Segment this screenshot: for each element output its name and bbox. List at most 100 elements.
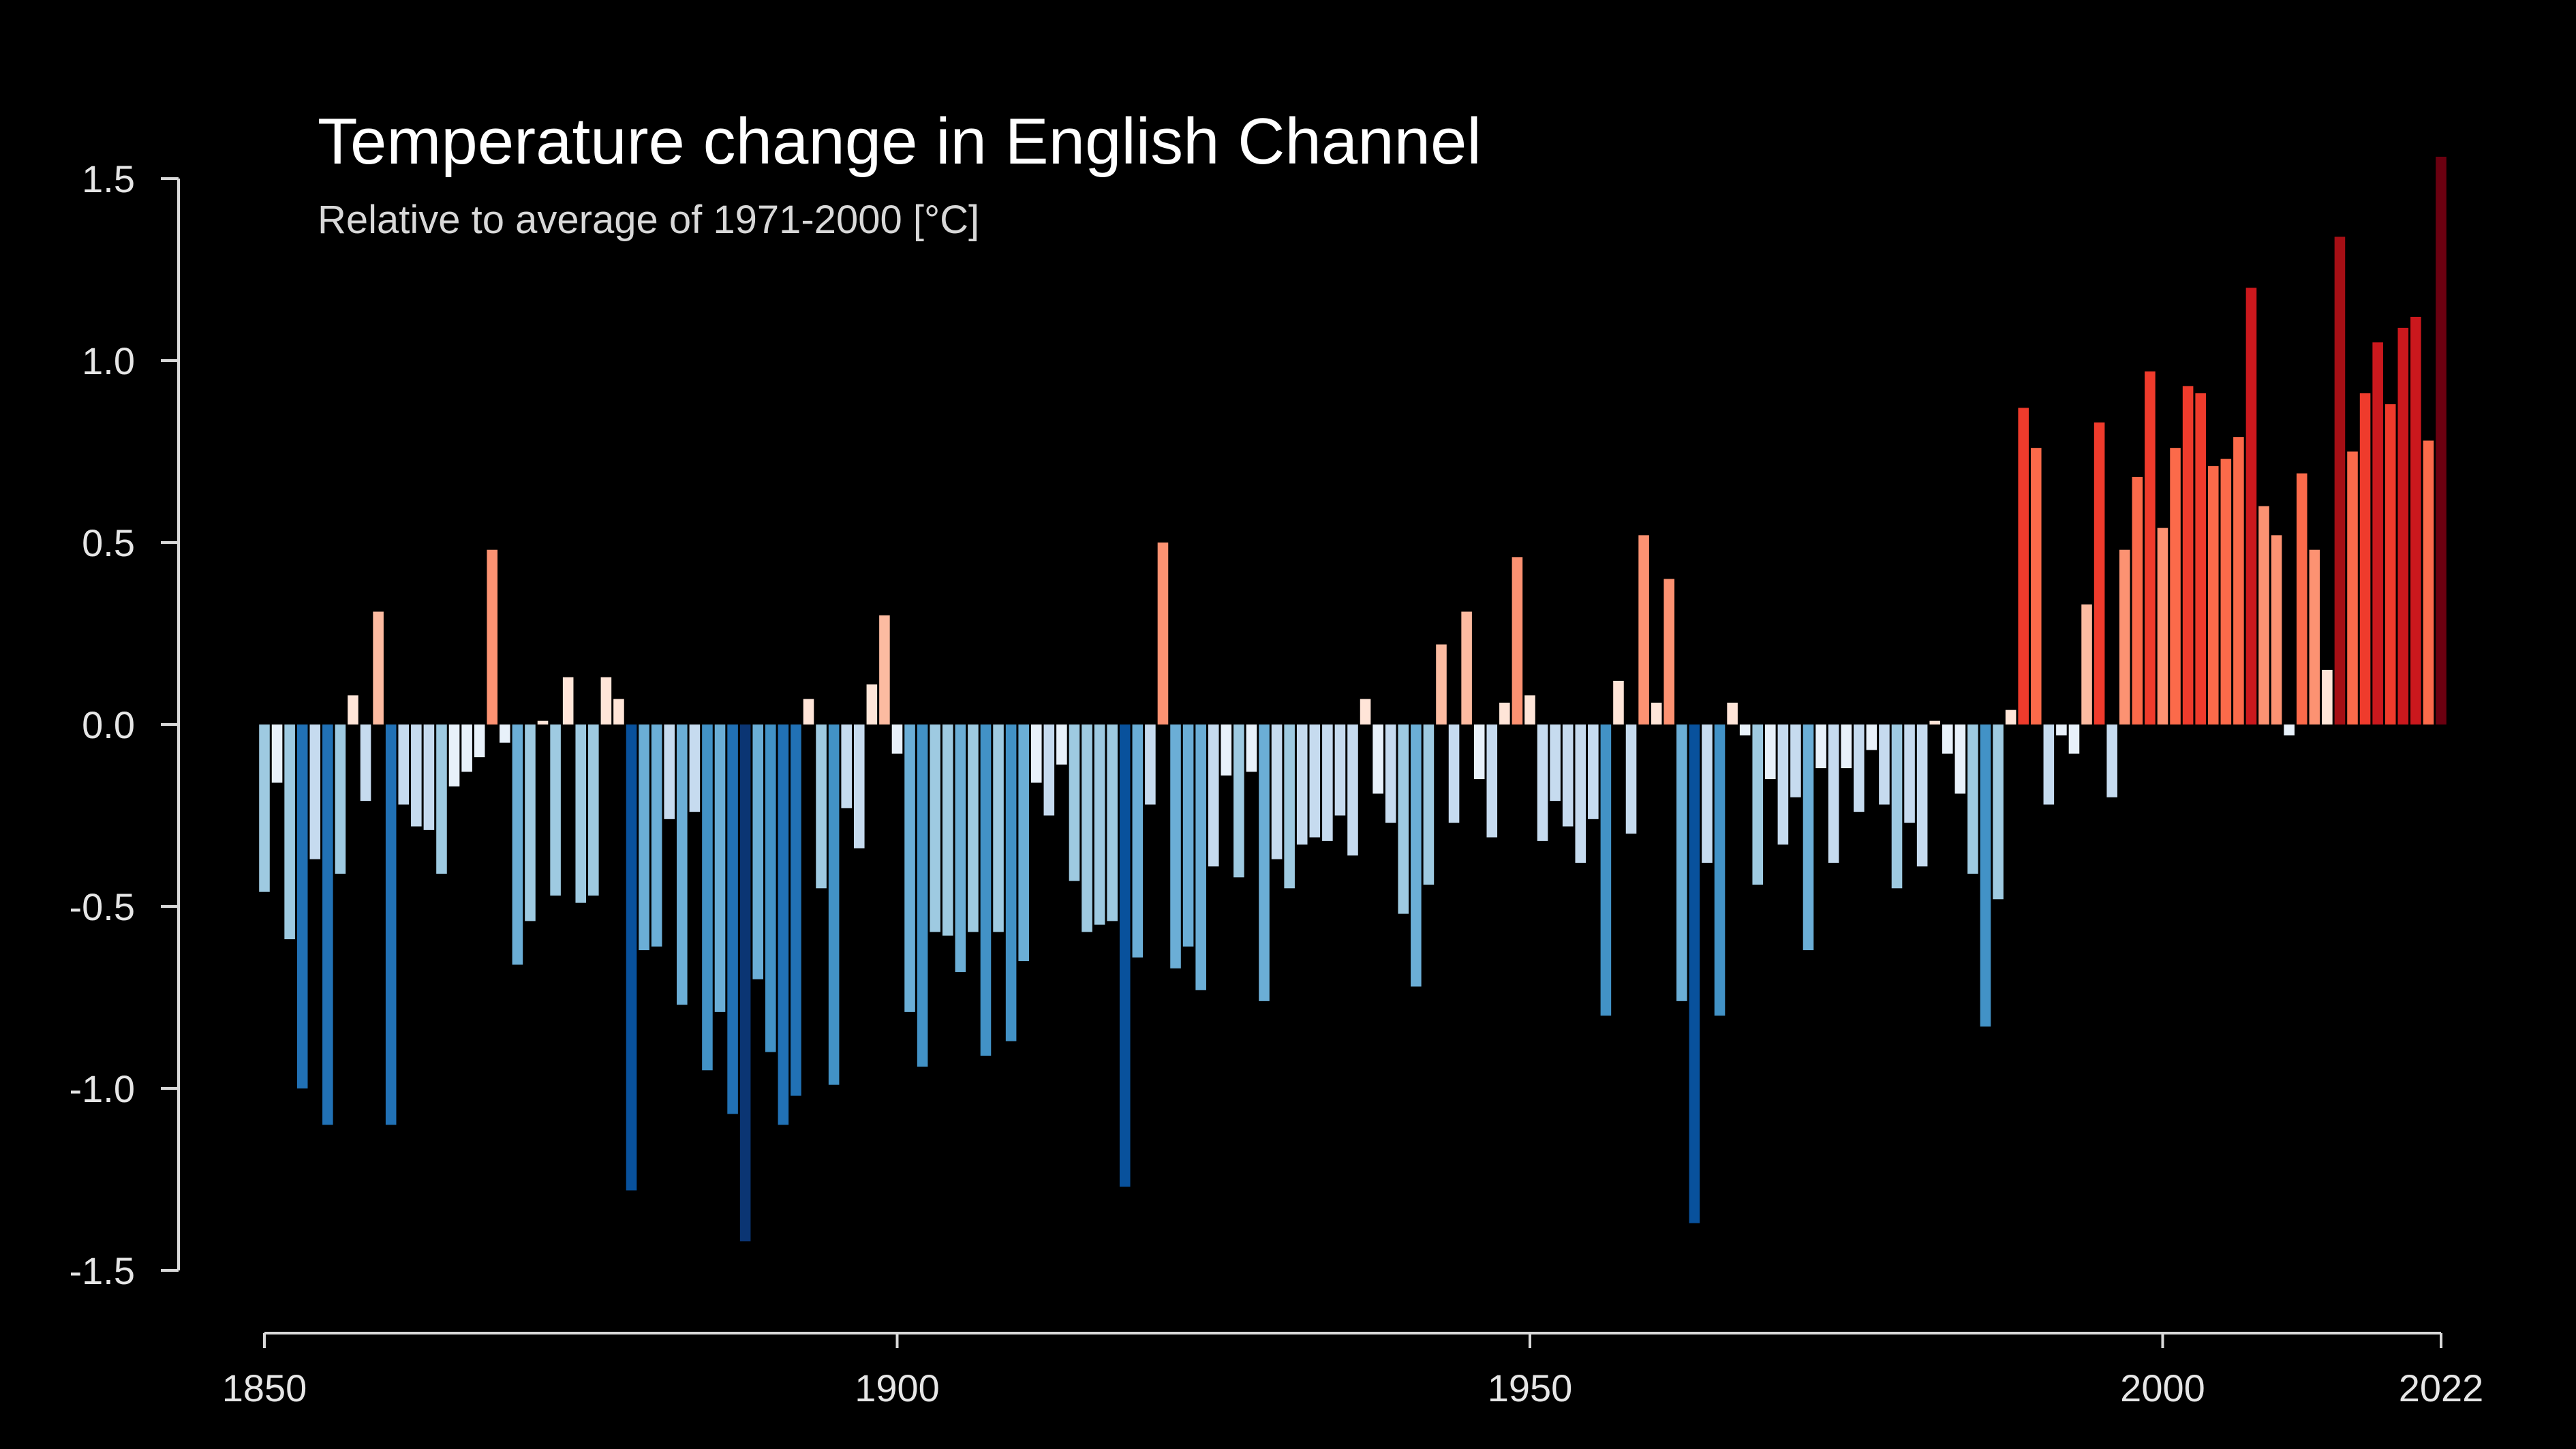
bar-1969 [1765,724,1776,780]
bar-2019 [2397,327,2409,724]
bar-2003 [2195,393,2206,724]
y-tick-label: 1.0 [82,339,135,382]
bar-2005 [2220,459,2232,724]
bar-1868 [487,549,498,724]
bar-1935 [1334,724,1346,816]
bar-1862 [411,724,422,827]
bar-1851 [271,724,283,783]
bar-1859 [373,611,384,724]
bar-1898 [866,684,878,724]
bar-1910 [1018,724,1029,962]
bar-1923 [1182,724,1194,947]
bar-1932 [1296,724,1308,845]
bar-1933 [1309,724,1321,838]
bar-1865 [448,724,460,787]
bar-1950 [1524,695,1535,724]
bar-1899 [879,615,890,724]
bar-1892 [791,724,801,1096]
bar-1891 [778,724,789,1125]
bar-1936 [1347,724,1358,856]
bar-1926 [1221,724,1232,776]
y-axis: 1.5 1.0 0.5 0.0 -0.5 -1.0 -1.5 [70,157,180,1292]
bar-1897 [853,724,865,849]
bar-1919 [1132,724,1144,958]
bar-2015 [2347,451,2358,724]
bar-1874 [562,677,574,724]
bar-1966 [1727,702,1738,724]
bar-1906 [968,724,979,932]
bar-1878 [613,699,624,724]
bar-1872 [537,720,549,724]
chart-subtitle: Relative to average of 1971-2000 [°C] [318,198,979,242]
bar-1905 [955,724,966,973]
bar-1960 [1651,702,1662,724]
bar-1993 [2068,724,2080,754]
bar-1977 [1866,724,1877,750]
bar-1916 [1094,724,1105,925]
bar-1942 [1423,724,1435,885]
bar-1900 [891,724,903,754]
bar-2007 [2245,288,2257,724]
bar-1864 [436,724,447,874]
bar-1928 [1246,724,1257,772]
bar-1970 [1777,724,1789,845]
bar-2002 [2182,386,2194,724]
bar-1996 [2106,724,2117,797]
y-tick-label: 0.0 [82,703,135,746]
bar-2022 [2436,156,2447,724]
bar-2020 [2410,316,2421,724]
bar-1912 [1043,724,1055,816]
bar-1955 [1588,724,1599,819]
bar-1972 [1803,724,1814,951]
bar-1907 [980,724,992,1056]
bar-1852 [284,724,295,940]
y-tick-label: -0.5 [70,885,136,928]
bar-1867 [474,724,485,758]
bar-1913 [1056,724,1067,765]
bar-1998 [2132,476,2143,724]
bar-1943 [1436,644,1447,724]
bar-1965 [1714,724,1726,1016]
y-tick-label: 1.5 [82,157,135,200]
bar-1956 [1600,724,1612,1016]
bar-1954 [1575,724,1586,863]
bar-1967 [1739,724,1751,736]
bar-1911 [1030,724,1042,783]
bar-1908 [993,724,1004,932]
bar-2011 [2296,473,2307,724]
bar-1853 [296,724,308,1088]
bar-1937 [1360,699,1371,724]
bar-1915 [1082,724,1092,932]
bar-1984 [1954,724,1966,794]
bar-1959 [1638,535,1649,724]
bar-1883 [677,724,688,1005]
bar-2010 [2284,724,2295,736]
bar-1901 [904,724,915,1012]
bar-1947 [1486,724,1498,838]
bar-2000 [2157,528,2168,724]
bar-1850 [259,724,270,892]
bar-1890 [765,724,776,1052]
chart-title: Temperature change in English Channel [318,105,1482,178]
bar-1981 [1916,724,1928,867]
bar-1871 [525,724,536,921]
bar-1925 [1208,724,1219,867]
bar-1889 [752,724,764,979]
bar-1927 [1233,724,1244,878]
bar-1855 [322,724,333,1125]
bar-1858 [360,724,371,802]
bar-1877 [600,677,612,724]
bar-2016 [2359,393,2371,724]
x-tick-label: 1850 [222,1367,307,1409]
bar-1952 [1550,724,1561,802]
bar-1985 [1967,724,1978,874]
bar-1895 [828,724,840,1085]
bar-1917 [1107,724,1118,921]
bar-1974 [1828,724,1839,863]
bar-1860 [385,724,397,1125]
bar-1978 [1879,724,1890,805]
bar-1896 [841,724,852,808]
bar-1948 [1499,702,1510,724]
bar-1866 [461,724,472,772]
bar-1885 [702,724,713,1071]
